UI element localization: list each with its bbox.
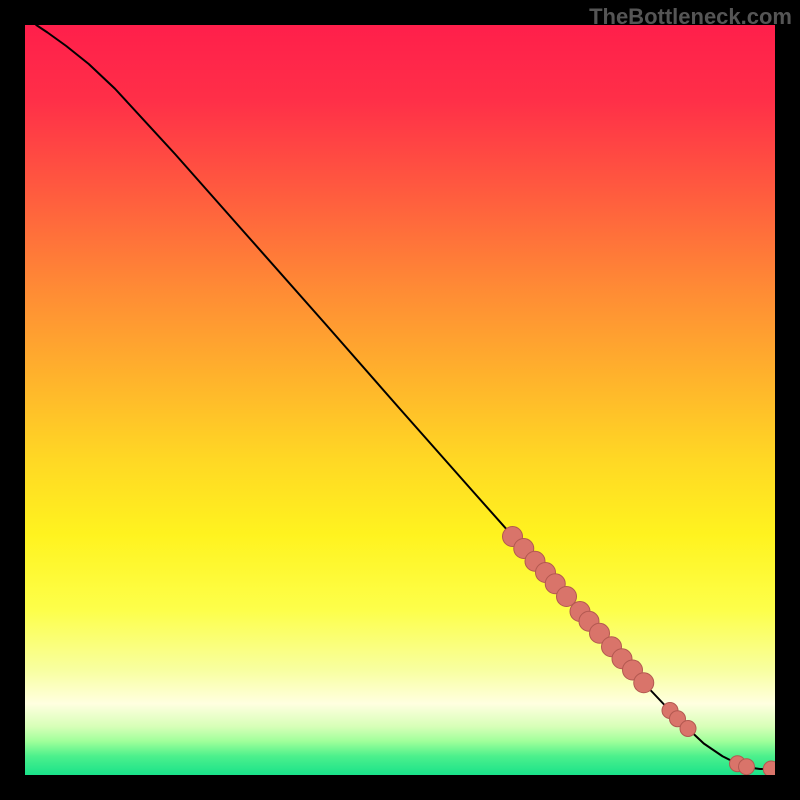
chart-svg [25, 25, 775, 775]
data-marker [634, 673, 654, 693]
data-marker [739, 759, 755, 775]
plot-area [25, 25, 775, 775]
chart-frame: TheBottleneck.com [0, 0, 800, 800]
gradient-background [25, 25, 775, 775]
watermark-text: TheBottleneck.com [589, 4, 792, 30]
data-marker [680, 721, 696, 737]
